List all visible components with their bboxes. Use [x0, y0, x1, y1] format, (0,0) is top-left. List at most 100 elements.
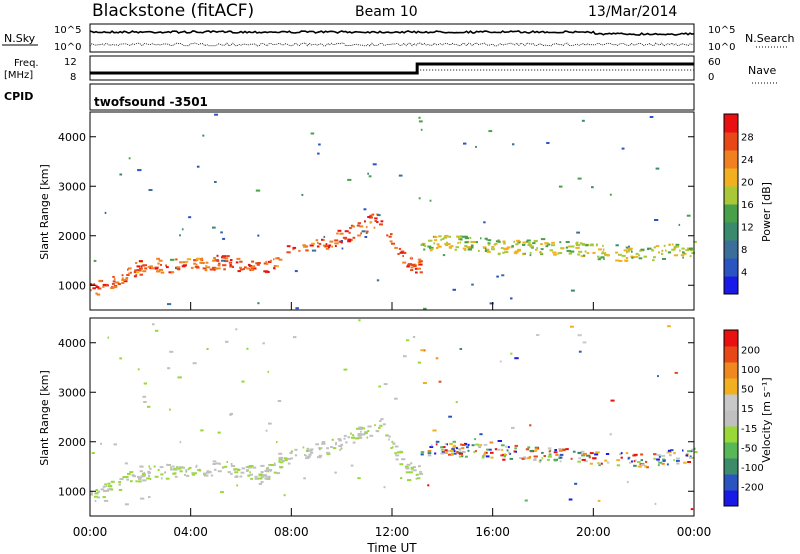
echo-cell — [401, 458, 406, 461]
echo-cell — [121, 282, 125, 284]
echo-cell — [406, 339, 410, 342]
echo-cell — [602, 248, 605, 251]
echo-cell — [436, 247, 439, 249]
echo-cell — [552, 251, 557, 254]
echo-cell — [117, 283, 121, 285]
time-axis: 00:00 04:00 08:00 12:00 16:00 20:00 00:00 — [73, 302, 712, 539]
echo-cell — [230, 463, 233, 465]
echo-cell — [676, 462, 680, 465]
echo-cell — [427, 484, 430, 487]
x-tick-label: 00:00 — [677, 525, 712, 539]
echo-cell — [97, 287, 102, 290]
echo-cell — [160, 473, 164, 476]
echo-cell — [429, 199, 432, 202]
echo-cell — [329, 240, 334, 243]
echo-cell — [140, 265, 143, 268]
echo-cell — [390, 447, 393, 449]
echo-cell — [305, 454, 307, 457]
echo-cell — [265, 262, 269, 265]
colorbar-cell — [724, 150, 738, 169]
echo-cell — [633, 460, 636, 463]
echo-cell — [221, 259, 226, 262]
echo-cell — [374, 424, 376, 427]
echo-cell — [464, 241, 469, 244]
echo-cell — [446, 243, 451, 245]
echo-cell — [179, 470, 183, 473]
echo-cell — [385, 434, 388, 437]
echo-cell — [212, 463, 216, 465]
echo-cell — [405, 467, 409, 469]
echo-cell — [640, 453, 644, 456]
echo-cell — [374, 220, 377, 222]
echo-cell — [169, 408, 171, 411]
echo-cell — [503, 242, 506, 245]
echo-cell — [110, 287, 115, 289]
echo-cell — [649, 116, 654, 118]
echo-cell — [671, 243, 674, 246]
echo-cell — [143, 401, 147, 403]
echo-cell — [214, 468, 217, 471]
echo-cell — [367, 425, 372, 428]
echo-cell — [128, 157, 131, 160]
echo-cell — [148, 465, 151, 468]
colorbar-cell — [724, 362, 738, 379]
echo-cell — [445, 450, 450, 453]
echo-cell — [149, 265, 153, 268]
echo-cell — [129, 471, 134, 474]
echo-cell — [581, 458, 586, 461]
echo-cell — [484, 250, 488, 252]
echo-cell — [118, 483, 121, 486]
nave-tick-top: 60 — [708, 57, 721, 68]
echo-cell — [471, 283, 474, 286]
echo-cell — [139, 470, 143, 473]
echo-cell — [631, 250, 633, 253]
echo-cell — [627, 250, 630, 253]
echo-cell — [397, 253, 400, 255]
echo-cell — [294, 454, 298, 457]
echo-cell — [240, 471, 245, 474]
echo-cell — [585, 244, 589, 247]
echo-cell — [170, 468, 175, 471]
echo-cell — [106, 488, 109, 491]
colorbar-tick-label: -50 — [741, 443, 757, 454]
echo-cell — [693, 447, 696, 450]
echo-cell — [459, 235, 462, 238]
echo-cell — [489, 441, 494, 444]
echo-cell — [624, 259, 629, 262]
echo-cell — [241, 467, 246, 470]
echo-cell — [619, 453, 622, 456]
echo-cell — [224, 465, 228, 468]
power-panel-frame — [89, 111, 695, 311]
echo-cell — [545, 245, 549, 248]
echo-cell — [172, 472, 176, 475]
echo-cell — [576, 231, 580, 234]
echo-cell — [671, 248, 676, 251]
x-tick-label: 20:00 — [576, 525, 611, 539]
echo-cell — [209, 268, 215, 271]
echo-cell — [537, 447, 540, 450]
echo-cell — [420, 349, 425, 352]
echo-cell — [521, 243, 526, 246]
echo-cell — [257, 302, 260, 305]
echo-cell — [539, 459, 542, 462]
echo-cell — [638, 254, 641, 257]
echo-cell — [662, 459, 666, 462]
echo-cell — [179, 261, 183, 264]
echo-cell — [533, 449, 538, 452]
echo-cell — [95, 284, 98, 287]
echo-cell — [165, 264, 167, 267]
colorbar-tick-label: -200 — [741, 482, 764, 493]
echo-cell — [122, 476, 127, 479]
echo-cell — [349, 227, 352, 229]
echo-cell — [267, 469, 273, 471]
echo-cell — [528, 456, 532, 459]
echo-cell — [568, 252, 573, 255]
echo-cell — [113, 278, 116, 281]
echo-cell — [179, 441, 182, 444]
echo-cell — [580, 255, 586, 258]
echo-cell — [577, 460, 581, 463]
echo-cell — [367, 172, 369, 175]
echo-cell — [276, 265, 279, 268]
echo-cell — [195, 263, 198, 266]
echo-cell — [379, 424, 383, 427]
